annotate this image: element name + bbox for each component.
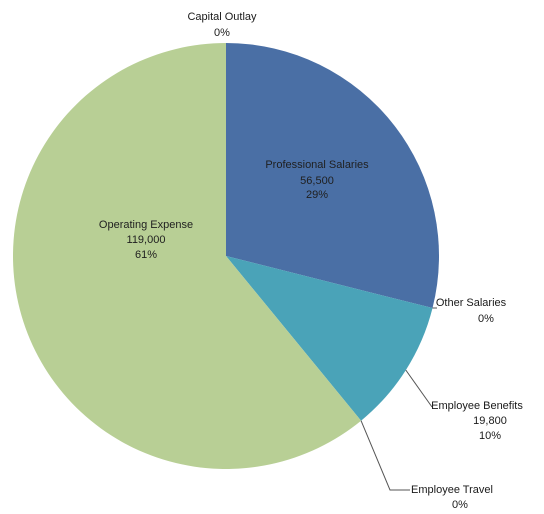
leader-lines: [360, 307, 438, 491]
leader-line-employee-travel: [360, 420, 410, 491]
pie-slice-operating-expense: [13, 43, 362, 469]
label-employee-benefits-percent: 10%: [479, 430, 501, 442]
label-other-salaries-name: Other Salaries: [436, 297, 507, 309]
label-capital-outlay-name: Capital Outlay: [187, 11, 257, 23]
pie-slices: [13, 43, 440, 469]
pie-slice-employee-benefits: [226, 256, 433, 421]
label-employee-benefits-name: Employee Benefits: [431, 400, 523, 412]
label-employee-benefits-value: 19,800: [473, 415, 507, 427]
leader-line-employee-benefits: [405, 369, 433, 408]
label-professional-salaries-name: Professional Salaries: [265, 159, 369, 171]
label-professional-salaries-percent: 29%: [306, 189, 328, 201]
label-professional-salaries-value: 56,500: [300, 175, 334, 187]
label-capital-outlay-percent: 0%: [214, 27, 230, 39]
label-operating-expense-value: 119,000: [127, 234, 166, 246]
label-employee-travel-name: Employee Travel: [411, 484, 493, 496]
label-operating-expense-name: Operating Expense: [99, 219, 193, 231]
label-operating-expense-percent: 61%: [135, 249, 157, 261]
label-other-salaries-percent: 0%: [478, 313, 494, 325]
pie-slice-professional-salaries: [226, 43, 440, 309]
label-employee-travel-percent: 0%: [452, 499, 468, 511]
